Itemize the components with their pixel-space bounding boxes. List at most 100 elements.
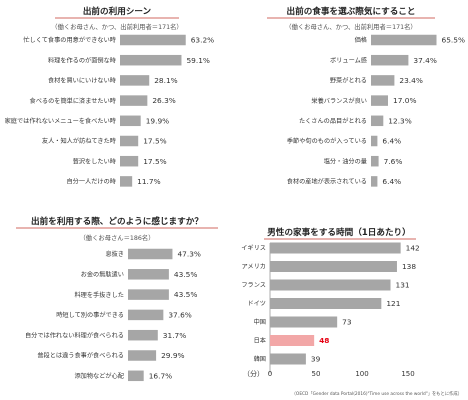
bar — [120, 135, 139, 147]
bar — [120, 155, 139, 167]
bar — [371, 54, 409, 66]
value-label: 121 — [386, 299, 400, 308]
value-label: 29.9% — [161, 351, 184, 360]
category-label: たくさんの品目がとれる — [299, 117, 367, 125]
bar — [270, 279, 391, 291]
value-label: 73 — [342, 318, 352, 327]
category-label: 時短して別の事ができる — [56, 311, 124, 319]
chart-panel-male-housework: 男性の家事をする時間（1日あたり） （分） （OECD「Gender data … — [234, 210, 468, 400]
value-label: 31.7% — [163, 331, 186, 340]
chart-title: 男性の家事をする時間（1日あたり） — [267, 226, 410, 238]
value-label: 26.3% — [152, 96, 175, 105]
category-label: 中国 — [254, 318, 266, 326]
category-label: 自分では作れない料理が食べられる — [25, 331, 124, 339]
value-label: 47.3% — [177, 250, 200, 259]
x-tick-label: 0 — [268, 370, 272, 378]
usage-scenes-chart: 出前の利用シーン （働くお母さん、かつ、出前利用者＝171名） 忙しくて食事の用… — [5, 5, 214, 187]
bar — [128, 248, 173, 260]
category-label: フランス — [241, 282, 266, 289]
category-label: 価格 — [355, 36, 368, 44]
value-label: 19.9% — [146, 116, 169, 125]
x-tick-label: 100 — [355, 370, 368, 378]
chart-title: 出前の食事を選ぶ際気にすること — [287, 5, 416, 17]
selection-concerns-chart: 出前の食事を選ぶ際気にすること （働くお母さん、かつ、出前利用者＝171名） 価… — [267, 5, 465, 187]
category-label: 息抜き — [105, 250, 124, 258]
category-label: 普段とは違う食事が食べられる — [37, 352, 124, 360]
category-label: 自分一人だけの時 — [67, 178, 117, 186]
bar — [270, 316, 338, 328]
value-label: 65.5% — [442, 36, 465, 45]
chart-panel-feelings: 出前を利用する際、どのように感じますか？ （働くお母さん＝186名） 息抜き 47… — [0, 210, 234, 400]
chart-title: 出前の利用シーン — [83, 5, 152, 17]
category-label: 添加物などが心配 — [75, 372, 125, 380]
bar — [371, 155, 379, 167]
bar — [371, 176, 378, 187]
category-label: ドイツ — [247, 301, 266, 308]
bar — [120, 54, 182, 66]
male-housework-chart: 男性の家事をする時間（1日あたり） （分） （OECD「Gender data … — [241, 226, 462, 397]
x-tick-label: 50 — [312, 370, 321, 378]
bar — [371, 95, 388, 106]
category-label: 韓国 — [254, 355, 266, 363]
bar — [371, 34, 437, 46]
bar — [128, 269, 169, 280]
category-label: 家庭では作れないメニューを食べたい時 — [5, 117, 116, 125]
value-label: 59.1% — [186, 56, 209, 65]
bar — [371, 75, 395, 86]
chart-subtitle: （働くお母さん＝186名） — [80, 233, 155, 242]
bar — [120, 75, 150, 86]
chart-title: 出前を利用する際、どのように感じますか？ — [31, 215, 203, 227]
bar — [120, 115, 141, 127]
category-label: 野菜がとれる — [330, 77, 367, 85]
value-label: 142 — [406, 244, 420, 253]
bar — [270, 335, 315, 346]
chart-panel-selection-concerns: 出前の食事を選ぶ際気にすること （働くお母さん、かつ、出前利用者＝171名） 価… — [234, 0, 468, 205]
source-note: （OECD「Gender data Portal(2016)"Time use … — [292, 390, 462, 397]
value-label: 6.4% — [382, 177, 401, 186]
category-label: アメリカ — [242, 264, 266, 271]
chart-subtitle: （働くお母さん、かつ、出前利用者＝171名） — [51, 22, 182, 31]
category-label: 食材の産地が表示されている — [287, 178, 367, 186]
chart-subtitle: （働くお母さん、かつ、出前利用者＝171名） — [285, 22, 416, 31]
bar — [270, 353, 306, 365]
category-label: 食材を買いにいけない時 — [48, 77, 116, 85]
bar — [270, 298, 382, 309]
bar — [128, 370, 144, 382]
category-label: 食べるのを簡単に済ませたい時 — [30, 97, 116, 105]
value-label: 17.5% — [143, 157, 166, 166]
value-label: 17.0% — [393, 96, 416, 105]
value-label: 7.6% — [384, 157, 403, 166]
category-label: 友人・知人が訪ねてきた時 — [42, 137, 116, 145]
category-label: 忙しくて食事の用意ができない時 — [23, 36, 116, 44]
category-label: 贅沢をしたい時 — [73, 157, 116, 165]
value-label: 37.6% — [168, 311, 191, 320]
category-label: 栄養バランスが良い — [311, 97, 367, 105]
value-label: 37.4% — [413, 56, 436, 65]
unit-label: （分） — [243, 369, 264, 378]
bar — [270, 261, 397, 272]
value-label: 39 — [311, 355, 321, 364]
feelings-chart: 出前を利用する際、どのように感じますか？ （働くお母さん＝186名） 息抜き 47… — [16, 215, 218, 382]
category-label: 料理を手抜きした — [75, 291, 125, 299]
category-label: 日本 — [254, 337, 266, 345]
value-label: 23.4% — [399, 76, 422, 85]
value-label: 17.5% — [143, 137, 166, 146]
category-label: 料理を作るのが面倒な時 — [48, 56, 116, 64]
category-label: お金の無駄遣い — [81, 271, 124, 279]
value-label: 43.5% — [174, 270, 197, 279]
bar — [128, 329, 158, 341]
bar — [128, 350, 157, 361]
value-label: 16.7% — [149, 371, 172, 380]
x-tick-label: 150 — [401, 370, 414, 378]
bar — [120, 95, 148, 106]
value-label: 11.7% — [137, 177, 160, 186]
value-label: 48 — [319, 336, 329, 345]
value-label: 131 — [396, 281, 410, 290]
bar — [371, 115, 384, 127]
bar — [128, 309, 164, 321]
category-label: 塩分・油分の量 — [324, 157, 367, 165]
category-label: イギリス — [241, 245, 266, 252]
value-label: 12.3% — [388, 116, 411, 125]
category-label: ボリューム感 — [330, 56, 367, 64]
bar — [270, 242, 401, 254]
